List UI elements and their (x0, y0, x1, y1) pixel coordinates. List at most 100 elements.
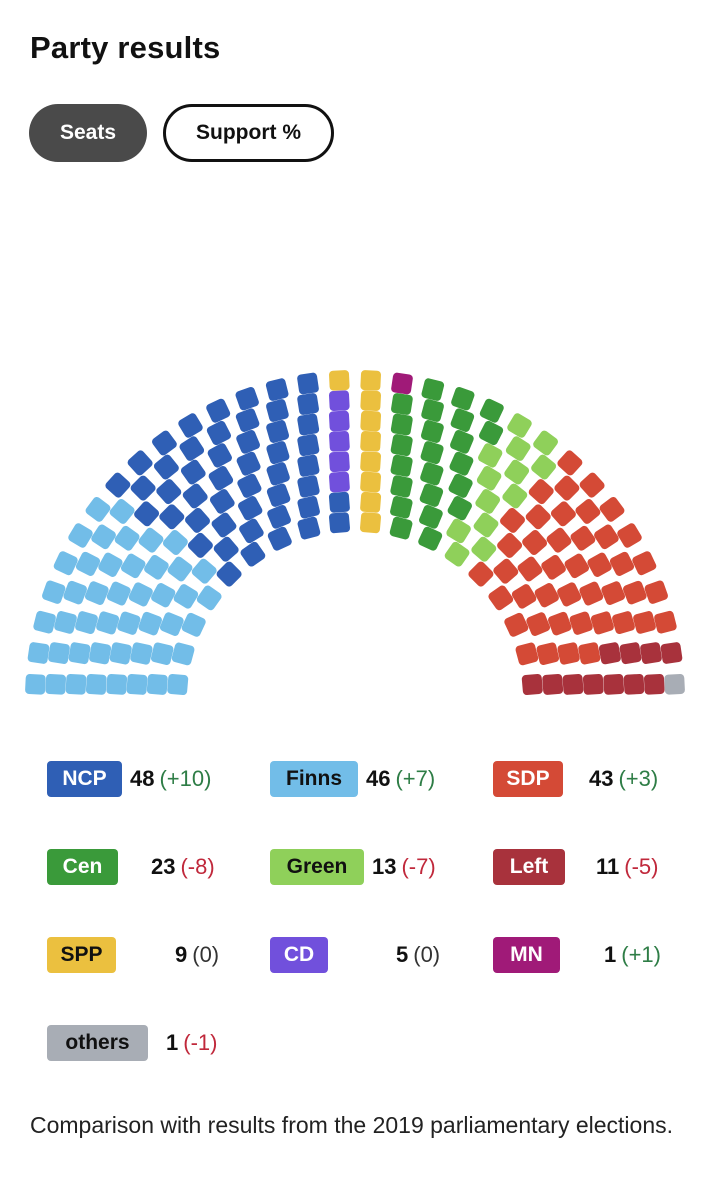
seat-left (603, 674, 625, 695)
seat-sdp (590, 611, 614, 635)
seat-ncp (185, 507, 210, 533)
seat-ncp (297, 372, 319, 395)
legend-change-finns: (+7) (395, 766, 436, 791)
seat-ncp (187, 532, 213, 558)
seat-sdp (633, 611, 656, 634)
seat-spp (329, 370, 350, 391)
seat-finns (117, 611, 141, 635)
page-title: Party results (30, 30, 221, 65)
seat-sdp (623, 580, 647, 605)
seat-spp (359, 512, 382, 534)
seat-ncp (180, 459, 206, 485)
legend-change-cen: (-8) (180, 854, 215, 879)
seat-sdp (541, 554, 566, 580)
legend-badge-left: Left (493, 849, 565, 885)
seat-finns (65, 673, 87, 695)
seat-ncp (207, 443, 232, 468)
seat-finns (63, 580, 87, 605)
seat-sdp (578, 642, 601, 665)
seat-finns (167, 556, 193, 582)
legend-seats-sdp: 43 (589, 766, 614, 791)
seat-ncp (235, 387, 259, 411)
seat-sdp (557, 642, 580, 665)
seat-ncp (127, 450, 153, 476)
seat-finns (106, 581, 131, 606)
seat-ncp (239, 518, 264, 544)
legend-item-cen: Cen 23 (-8) (47, 848, 215, 886)
seat-finns (114, 525, 140, 551)
seat-cen (390, 413, 413, 436)
seat-cen (450, 408, 475, 432)
seat-sdp (579, 472, 605, 498)
seat-finns (159, 612, 184, 636)
seats-toggle-button[interactable]: Seats (29, 104, 147, 162)
seat-ncp (236, 451, 261, 476)
seat-cen (420, 441, 444, 465)
seat-sdp (536, 642, 560, 665)
legend-item-ncp: NCP 48 (+10) (47, 760, 211, 798)
seat-finns (150, 642, 174, 665)
seat-cen (390, 434, 413, 457)
seat-finns (33, 610, 56, 634)
seat-spp (360, 430, 381, 452)
seat-finns (120, 553, 146, 579)
seat-sdp (522, 530, 548, 555)
seat-ncp (130, 475, 156, 501)
seat-finns (85, 674, 107, 695)
legend-item-mn: MN 1 (+1) (493, 936, 661, 974)
seat-ncp (209, 489, 235, 514)
seat-cen (418, 526, 443, 551)
seat-ncp (236, 429, 260, 454)
legend-item-green: Green 13 (-7) (270, 848, 436, 886)
support-toggle-button[interactable]: Support % (163, 104, 334, 162)
seat-cen (390, 475, 413, 498)
seat-green (505, 436, 531, 461)
seat-cen (421, 378, 445, 401)
seat-cen (451, 387, 475, 411)
seat-finns (84, 581, 109, 605)
seat-ncp (240, 541, 266, 567)
seat-cen (420, 462, 444, 486)
seat-ncp (208, 465, 234, 491)
seat-ncp (182, 483, 208, 509)
seat-finns (68, 642, 91, 665)
seat-cen (450, 429, 474, 454)
seat-ncp (266, 441, 290, 465)
seat-sdp (594, 524, 619, 550)
seat-left (623, 673, 645, 695)
legend-badge-finns: Finns (270, 761, 358, 797)
legend-seats-cen: 23 (151, 854, 176, 879)
legend-change-left: (-5) (624, 854, 659, 879)
seat-finns (75, 551, 101, 576)
legend-badge-ncp: NCP (47, 761, 122, 797)
seat-cen (449, 451, 474, 476)
seat-green (475, 489, 501, 514)
seat-ncp (213, 536, 239, 562)
seat-sdp (548, 611, 572, 636)
seat-finns (130, 642, 153, 665)
seat-ncp (105, 472, 131, 498)
seat-finns (146, 673, 168, 695)
legend-item-left: Left 11 (-5) (493, 848, 658, 886)
seat-ncp (134, 501, 160, 527)
seat-green (444, 541, 470, 567)
seat-cen (390, 495, 413, 519)
seat-left (643, 673, 665, 695)
seat-cen (447, 496, 472, 521)
seat-ncp (297, 413, 320, 436)
seat-finns (45, 673, 67, 695)
seat-green (502, 483, 528, 509)
seat-left (598, 642, 621, 665)
seat-ncp (216, 561, 242, 587)
seat-ncp (179, 436, 205, 461)
seat-finns (167, 673, 189, 696)
seat-finns (109, 642, 132, 665)
seat-spp (360, 390, 382, 412)
legend-change-ncp: (+10) (159, 766, 212, 791)
seat-finns (75, 611, 98, 635)
seat-cd (328, 390, 350, 412)
seat-ncp (265, 378, 289, 401)
parliament-seat-chart (25, 370, 685, 696)
legend-change-others: (-1) (183, 1030, 218, 1055)
seat-green (507, 413, 532, 438)
